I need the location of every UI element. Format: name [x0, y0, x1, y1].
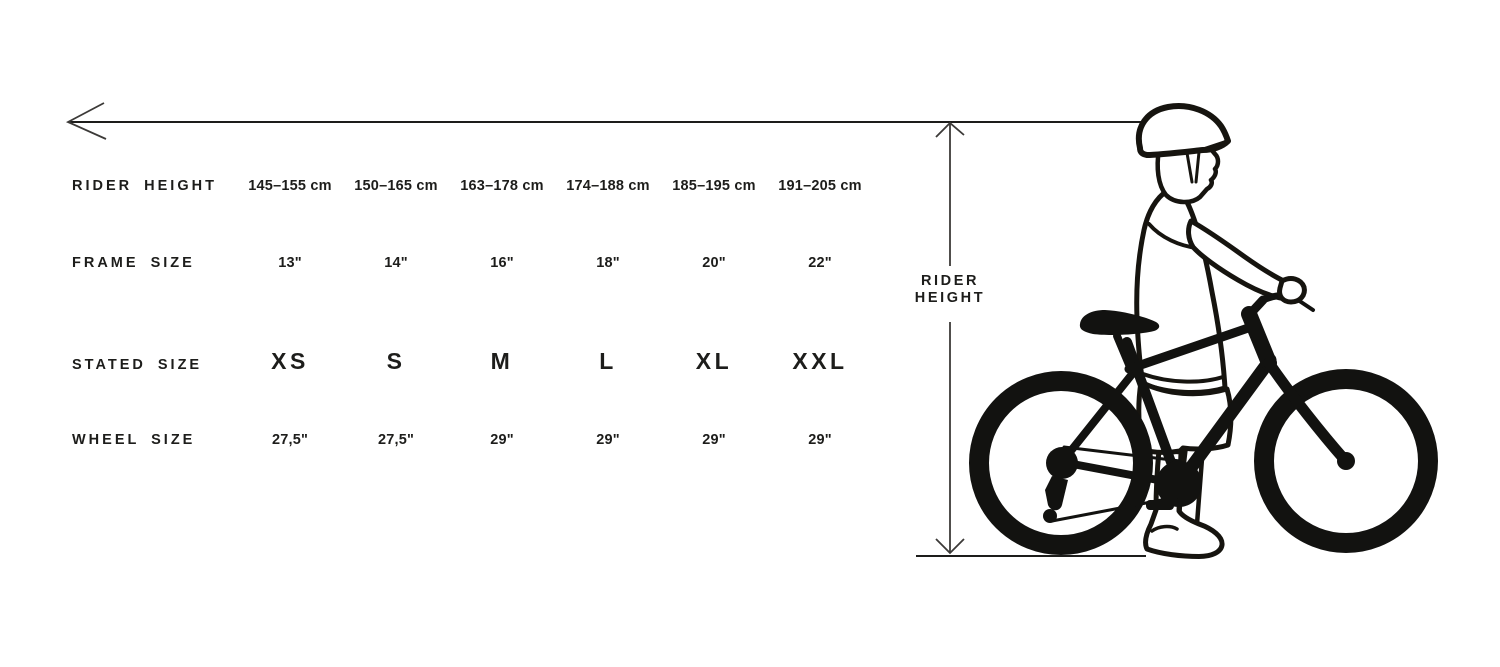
helmet-strap-lines	[1185, 150, 1201, 184]
head-tube	[1241, 306, 1277, 371]
rider-height-measure-label: RIDER HEIGHT	[890, 273, 1010, 307]
table-cell: 191–205 cm	[778, 178, 862, 194]
rider-head	[1155, 145, 1221, 205]
table-cell: XXL	[792, 348, 848, 374]
size-table: RIDER HEIGHT 145–155 cm 150–165 cm 163–1…	[72, 176, 873, 450]
front-hub	[1337, 452, 1355, 470]
bike-illustration	[969, 292, 1438, 555]
table-cell: 20"	[702, 255, 726, 271]
left-arrowhead-icon	[65, 102, 107, 140]
table-row-stated-size: STATED SIZE XS S M L XL XXL	[72, 346, 873, 376]
table-cell: XL	[695, 348, 733, 374]
table-cell: 29"	[596, 432, 620, 448]
table-cell: 145–155 cm	[248, 178, 332, 194]
table-cell: 29"	[808, 432, 832, 448]
rear-wheel	[969, 371, 1153, 555]
top-tube	[1124, 321, 1259, 374]
table-cell: 14"	[384, 255, 408, 271]
table-cell: 163–178 cm	[460, 178, 544, 194]
up-arrowhead-icon	[935, 121, 965, 138]
table-cell: XS	[271, 348, 309, 374]
row-cells: 13" 14" 16" 18" 20" 22"	[237, 253, 873, 273]
front-wheel	[1254, 369, 1438, 553]
table-cell: 27,5"	[377, 432, 415, 448]
table-cell: 185–195 cm	[672, 178, 756, 194]
row-label: WHEEL SIZE	[72, 432, 196, 448]
table-row-frame-size: FRAME SIZE 13" 14" 16" 18" 20" 22"	[72, 253, 873, 273]
table-cell: 174–188 cm	[566, 178, 650, 194]
table-row-rider-height: RIDER HEIGHT 145–155 cm 150–165 cm 163–1…	[72, 176, 873, 196]
table-cell: L	[599, 348, 617, 374]
row-label: RIDER HEIGHT	[72, 178, 217, 194]
down-arrowhead-icon	[935, 538, 965, 555]
rider-hand	[1277, 276, 1307, 305]
table-cell: 16"	[490, 255, 514, 271]
saddle	[1079, 310, 1160, 335]
table-row-wheel-size: WHEEL SIZE 27,5" 27,5" 29" 29" 29" 29"	[72, 430, 873, 450]
measure-label-line1: RIDER	[920, 273, 980, 289]
table-cell: 13"	[278, 255, 302, 271]
table-cell: 29"	[702, 432, 726, 448]
shoe-collar-line	[1150, 524, 1179, 533]
table-cell: S	[386, 348, 406, 374]
row-label: FRAME SIZE	[72, 255, 195, 271]
table-cell: 27,5"	[271, 432, 309, 448]
table-cell: 150–165 cm	[354, 178, 438, 194]
rear-derailleur	[1045, 476, 1068, 511]
measurement-arrows	[65, 102, 1146, 557]
row-cells: XS S M L XL XXL	[237, 346, 873, 376]
row-label: STATED SIZE	[72, 357, 203, 373]
row-cells: 145–155 cm 150–165 cm 163–178 cm 174–188…	[237, 176, 873, 196]
chain-bottom	[1050, 495, 1179, 523]
helmet-icon	[1135, 103, 1231, 158]
table-cell: M	[490, 348, 514, 374]
chain-top	[1062, 445, 1182, 463]
row-cells: 27,5" 27,5" 29" 29" 29" 29"	[237, 430, 873, 450]
down-tube	[1172, 353, 1277, 491]
fork	[1263, 357, 1350, 465]
table-cell: 29"	[490, 432, 514, 448]
cassette	[1046, 447, 1078, 479]
measure-label-line2: HEIGHT	[914, 290, 986, 306]
table-cell: 18"	[596, 255, 620, 271]
table-cell: 22"	[808, 255, 832, 271]
seatpost	[1113, 332, 1134, 371]
shirt-hem-line	[1141, 372, 1225, 384]
hand-fist	[1277, 276, 1307, 305]
helmet-visor-line	[1204, 139, 1229, 150]
